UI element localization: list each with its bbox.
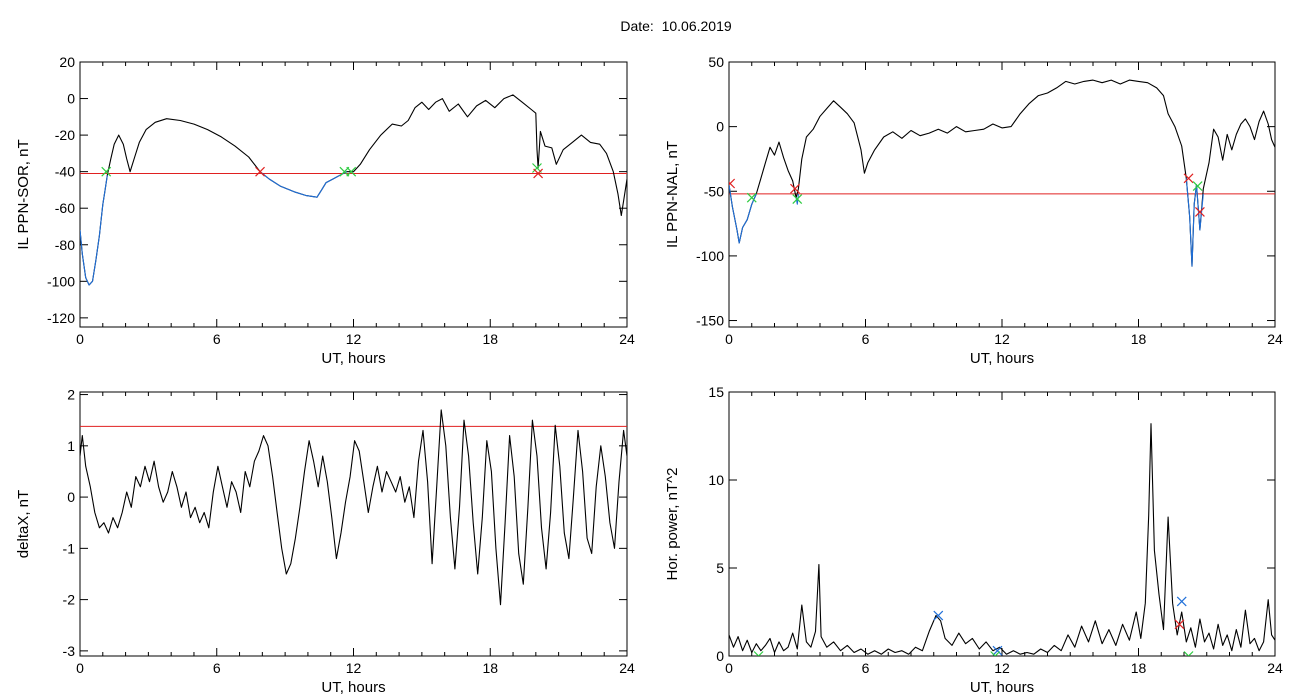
y-tick-label: 0 xyxy=(67,91,75,107)
x-axis-label: UT, hours xyxy=(321,679,385,696)
event-marker xyxy=(1195,207,1205,217)
series-line-1 xyxy=(80,94,627,286)
x-tick-label: 0 xyxy=(725,331,733,347)
figure-title: Date: 10.06.2019 xyxy=(620,18,732,34)
event-marker xyxy=(101,166,112,177)
y-tick-label: -150 xyxy=(696,313,724,329)
plot-frame xyxy=(79,391,628,657)
y-tick-label: -20 xyxy=(55,127,75,143)
y-tick-label: 0 xyxy=(716,648,724,664)
x-axis-label: UT, hours xyxy=(970,679,1034,696)
y-tick-label: 50 xyxy=(708,54,724,70)
event-marker xyxy=(1183,173,1194,184)
plot-data xyxy=(729,79,1275,267)
y-tick-label: 20 xyxy=(59,54,75,70)
x-axis-label: UT, hours xyxy=(970,350,1034,367)
y-tick-label: 0 xyxy=(716,119,724,135)
plot-frame xyxy=(728,391,1276,657)
x-tick-label: 18 xyxy=(1131,331,1147,347)
y-tick-label: -100 xyxy=(696,248,724,264)
plot-frame xyxy=(79,61,628,328)
series-line-1 xyxy=(729,423,1275,655)
y-axis-label: IL PPN-SOR, nT xyxy=(15,139,32,249)
event-marker xyxy=(1183,651,1194,656)
x-tick-label: 24 xyxy=(1267,331,1283,347)
y-tick-label: 10 xyxy=(708,472,724,488)
event-marker xyxy=(990,651,1001,656)
x-tick-label: 12 xyxy=(994,331,1010,347)
y-tick-label: -40 xyxy=(55,164,75,180)
plot-frame xyxy=(728,61,1276,328)
y-tick-label: -3 xyxy=(63,643,76,659)
y-tick-label: 2 xyxy=(67,387,75,403)
y-axis-label: deltaX, nT xyxy=(15,490,32,558)
event-marker xyxy=(1192,181,1203,192)
y-tick-label: -50 xyxy=(704,183,724,199)
y-tick-label: -60 xyxy=(55,200,75,216)
event-marker xyxy=(992,645,1003,656)
series-line-2 xyxy=(729,184,757,244)
x-tick-label: 6 xyxy=(862,660,870,676)
x-tick-label: 12 xyxy=(346,660,362,676)
event-marker xyxy=(533,168,544,179)
y-axis-label: Hor. power, nT^2 xyxy=(664,468,681,581)
x-tick-label: 6 xyxy=(213,660,221,676)
event-marker xyxy=(729,178,736,189)
plot-data xyxy=(80,409,627,606)
x-tick-label: 0 xyxy=(76,660,84,676)
x-tick-label: 12 xyxy=(346,331,362,347)
x-tick-label: 24 xyxy=(1267,660,1283,676)
plot-data xyxy=(80,94,627,286)
y-tick-label: -2 xyxy=(63,592,76,608)
event-marker xyxy=(255,166,265,177)
event-marker xyxy=(1174,619,1185,630)
series-line-1 xyxy=(729,79,1275,267)
y-tick-label: 0 xyxy=(67,489,75,505)
panel-4: 0 6 12 18 24 15 10 5 0 UT, hours Hor. power, nT^2 xyxy=(664,384,1283,696)
panel-3: 0 6 12 18 24 2 1 0 -1 -2 -3 UT, hours deltaX, nT xyxy=(15,387,635,696)
plot-data xyxy=(729,423,1275,656)
series-line-1 xyxy=(80,409,627,606)
x-tick-label: 24 xyxy=(619,660,635,676)
event-marker xyxy=(746,192,757,203)
x-axis-label: UT, hours xyxy=(321,350,385,367)
event-marker xyxy=(346,166,357,177)
y-tick-label: -1 xyxy=(63,540,76,556)
y-tick-label: 15 xyxy=(708,384,724,400)
y-tick-label: -80 xyxy=(55,237,75,253)
event-marker xyxy=(790,183,800,194)
x-tick-label: 12 xyxy=(994,660,1010,676)
x-tick-label: 18 xyxy=(482,660,498,676)
y-tick-label: -120 xyxy=(47,310,75,326)
event-marker xyxy=(753,651,764,656)
panel-2: 0 6 12 18 24 50 0 -50 -100 -150 UT, hours IL PPN-NA… xyxy=(664,54,1283,367)
x-tick-label: 24 xyxy=(619,331,635,347)
series-line-4 xyxy=(1185,178,1204,267)
series-line-2 xyxy=(80,175,108,286)
panel-1: 0 6 12 18 24 20 0 -20 -40 -60 -80 -100 -120 UT, hours… xyxy=(15,54,635,367)
x-tick-label: 6 xyxy=(862,331,870,347)
x-tick-label: 6 xyxy=(213,331,221,347)
x-tick-label: 18 xyxy=(482,331,498,347)
x-tick-label: 18 xyxy=(1131,660,1147,676)
x-tick-label: 0 xyxy=(725,660,733,676)
y-tick-label: 5 xyxy=(716,560,724,576)
series-line-3 xyxy=(259,171,347,198)
y-tick-label: 1 xyxy=(67,438,75,454)
event-marker xyxy=(792,194,803,204)
y-tick-label: -100 xyxy=(47,273,75,289)
event-marker xyxy=(1176,596,1187,607)
event-marker xyxy=(933,610,944,621)
y-axis-label: IL PPN-NAL, nT xyxy=(664,141,681,248)
x-tick-label: 0 xyxy=(76,331,84,347)
